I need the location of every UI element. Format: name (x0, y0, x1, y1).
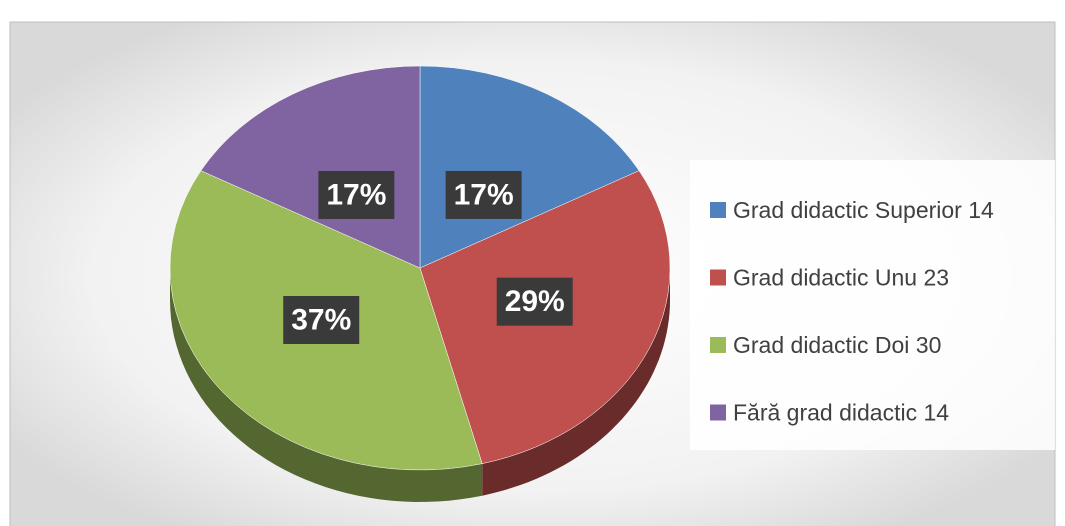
legend-label: Grad didactic Doi 30 (733, 332, 941, 358)
legend-label: Fără grad didactic 14 (733, 400, 949, 426)
value-label: 29% (505, 285, 565, 318)
legend-label: Grad didactic Superior 14 (733, 197, 994, 223)
legend-swatch (710, 337, 726, 353)
value-label: 37% (291, 303, 351, 336)
legend-swatch (710, 404, 726, 421)
pie-side (170, 268, 483, 502)
value-label-box (318, 170, 395, 219)
value-label: 17% (454, 178, 514, 211)
legend-swatch (710, 202, 726, 218)
value-label-box (496, 277, 573, 326)
value-label-box (283, 295, 360, 344)
pie-side (482, 268, 670, 496)
legend-swatch (710, 269, 726, 286)
legend-label: Grad didactic Unu 23 (733, 265, 949, 291)
value-label: 17% (326, 178, 386, 211)
value-label-box (445, 170, 522, 219)
legend-box (690, 160, 1055, 450)
